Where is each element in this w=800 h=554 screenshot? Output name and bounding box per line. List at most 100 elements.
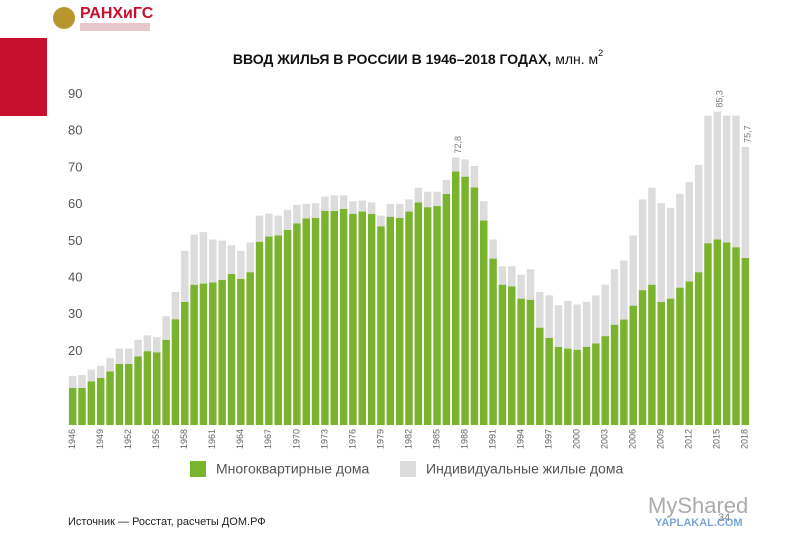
bar-segment <box>554 346 563 425</box>
bar-segment <box>470 187 479 425</box>
x-tick-label: 1970 <box>291 429 301 449</box>
bar-segment <box>685 182 694 282</box>
x-tick-label: 1976 <box>347 429 357 449</box>
bar-segment <box>414 202 423 425</box>
bar-segment <box>517 298 525 425</box>
bar-segment <box>68 376 77 388</box>
x-tick-label: 1967 <box>263 429 273 449</box>
watermark-2: YAPLAKAL.COM <box>655 517 743 529</box>
bar-segment <box>255 241 264 425</box>
bar-segment <box>358 200 367 212</box>
bar-segment <box>124 348 133 365</box>
logo-text: РАНХиГС <box>80 5 154 22</box>
bar-segment <box>676 193 684 288</box>
bar-segment <box>601 284 609 337</box>
bar-segment <box>339 208 348 425</box>
bar-segment <box>480 201 488 221</box>
bar-segment <box>293 204 301 224</box>
bar-segment <box>582 301 591 347</box>
bar-segment <box>610 324 619 425</box>
y-tick-label: 40 <box>68 269 82 284</box>
bar-segment <box>573 349 581 425</box>
y-tick-label: 30 <box>68 306 82 321</box>
bar-segment <box>395 203 404 218</box>
bar-segment <box>657 203 665 302</box>
bar-segment <box>246 242 254 273</box>
bar-segment <box>545 337 553 425</box>
bar-segment <box>106 371 114 425</box>
bar-segment <box>106 358 114 372</box>
x-tick-label: 2003 <box>600 429 610 449</box>
x-tick-label: 1985 <box>431 429 441 449</box>
bar-segment <box>190 234 198 285</box>
bar-segment <box>377 215 385 227</box>
watermark: MyShared <box>648 493 748 518</box>
x-tick-label: 1982 <box>403 429 413 449</box>
x-tick-label: 2000 <box>572 429 582 449</box>
bar-segment <box>181 250 189 302</box>
bar-segment <box>573 304 581 350</box>
bar-segment <box>508 286 516 425</box>
bar-segment <box>489 239 497 259</box>
bar-segment <box>526 269 535 300</box>
bar-segment <box>386 216 395 425</box>
bar-segment <box>442 179 451 194</box>
bar-segment <box>246 272 254 425</box>
bar-segment <box>330 195 338 211</box>
bar-segment <box>433 206 441 425</box>
bar-segment <box>704 243 712 425</box>
x-tick-label: 2018 <box>740 429 750 449</box>
legend-label: Индивидуальные жилые дома <box>426 461 623 477</box>
bar-segment <box>470 166 479 188</box>
bar-segment <box>498 284 507 425</box>
data-label: 85,3 <box>715 90 725 108</box>
bar-segment <box>87 381 96 425</box>
bar-segment <box>293 223 301 425</box>
x-tick-label: 1997 <box>544 429 554 449</box>
bar-segment <box>265 213 273 237</box>
source: Источник — Росстат, расчеты ДОМ.РФ <box>68 516 266 528</box>
bar-segment <box>676 287 684 425</box>
logo-subtext <box>80 23 150 31</box>
bar-segment <box>741 257 750 425</box>
legend-label: Многоквартирные дома <box>216 461 370 477</box>
bar-segment <box>536 327 544 425</box>
bar-segment <box>517 274 525 299</box>
bar-segment <box>405 199 413 212</box>
bar-segment <box>377 226 385 425</box>
bar-segment <box>321 196 329 211</box>
bar-segment <box>68 387 77 425</box>
y-tick-label: 20 <box>68 343 82 358</box>
bar-segment <box>265 236 273 425</box>
bar-segment <box>209 282 217 425</box>
bar-segment <box>218 279 226 425</box>
bar-segment <box>190 284 198 425</box>
bar-segment <box>302 203 310 219</box>
bar-segment <box>666 298 675 425</box>
bar-segment <box>648 187 656 285</box>
bar-segment <box>209 239 217 283</box>
bar-segment <box>283 229 292 425</box>
bar-segment <box>78 375 86 388</box>
bar-segment <box>629 235 637 306</box>
bar-segment <box>349 201 357 214</box>
bar-segment <box>414 187 423 203</box>
bar-segment <box>124 364 133 425</box>
bar-segment <box>96 377 105 425</box>
bar-segment <box>227 274 236 425</box>
bar-segment <box>115 364 124 425</box>
bar-segment <box>405 211 413 425</box>
y-tick-label: 60 <box>68 196 82 211</box>
bar-segment <box>153 337 161 353</box>
bar-segment <box>732 115 740 248</box>
bar-segment <box>367 202 376 214</box>
bar-segment <box>237 278 245 425</box>
x-tick-label: 1964 <box>235 429 245 449</box>
bar-segment <box>339 195 348 209</box>
x-tick-label: 2006 <box>628 429 638 449</box>
bar-segment <box>386 203 395 217</box>
bar-segment <box>685 281 694 425</box>
bar-segment <box>255 215 264 242</box>
bar-segment <box>162 316 170 340</box>
bar-segment <box>732 247 740 425</box>
